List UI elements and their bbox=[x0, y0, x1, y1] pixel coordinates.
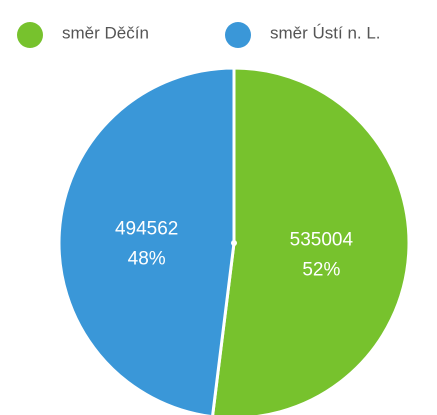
pie-slice bbox=[57, 66, 236, 415]
legend-label: směr Děčín bbox=[62, 23, 149, 42]
slice-value-label: 535004 bbox=[290, 229, 354, 250]
legend-label: směr Ústí n. L. bbox=[270, 23, 381, 42]
slice-percent-label: 48% bbox=[128, 249, 166, 270]
slice-value-label: 494562 bbox=[115, 219, 178, 240]
center-dot bbox=[231, 240, 237, 246]
legend-swatch bbox=[225, 22, 251, 48]
pie-slice bbox=[211, 66, 411, 415]
slice-percent-label: 52% bbox=[302, 259, 340, 280]
legend-swatch bbox=[17, 22, 43, 48]
